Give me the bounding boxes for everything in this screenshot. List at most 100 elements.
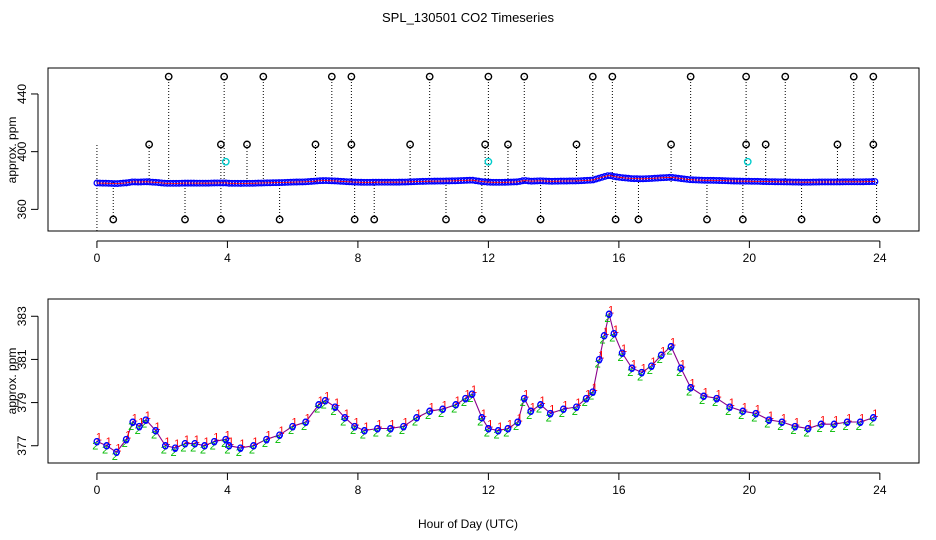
series-2-label: 2 [790,425,796,437]
bottom-y-tick-label: 379 [15,392,29,412]
series-3-label: 3 [462,393,468,405]
series-1-label: 1 [106,436,112,448]
series-2-label: 2 [360,430,366,442]
spike-point [869,140,878,149]
series-1-label: 1 [155,421,161,433]
series-1-label: 1 [585,389,591,401]
series-point [181,440,189,448]
series-point [315,401,323,409]
spike-point [164,72,173,81]
qc-point [221,157,230,166]
series-3-label: 3 [223,434,229,446]
series-3-label: 3 [226,441,232,453]
series-1-label: 1 [621,343,627,355]
top-x-tick-label: 20 [743,251,757,265]
series-1-label: 1 [670,337,676,349]
series-3-label: 3 [211,436,217,448]
series-2-label: 2 [112,451,118,463]
series-3-label: 3 [143,415,149,427]
series-2-label: 2 [536,404,542,416]
series-3-label: 3 [440,404,446,416]
series-1-label: 1 [334,397,340,409]
spike-point [797,215,806,224]
series-3-label: 3 [505,423,511,435]
series-1-label: 1 [487,419,493,431]
series-3-label: 3 [172,443,178,455]
spike-point [520,72,529,81]
series-1-label: 1 [265,430,271,442]
series-2-label: 2 [513,421,519,433]
series-point [201,442,209,450]
series-1-label: 1 [755,404,761,416]
spike-point [742,72,751,81]
series-3-label: 3 [766,415,772,427]
series-point [559,405,567,413]
series-point [830,420,838,428]
series-3-label: 3 [611,329,617,341]
series-line [96,313,874,453]
series-point [191,440,199,448]
series-point [478,414,486,422]
spike-point [686,72,695,81]
series-2-label: 2 [386,427,392,439]
series-3-label: 3 [104,441,110,453]
series-1-label: 1 [598,350,604,362]
bottom-y-tick-label: 383 [15,306,29,326]
series-2-label: 2 [128,421,134,433]
spike-point [833,140,842,149]
series-point [843,418,851,426]
series-3-label: 3 [701,391,707,403]
series-3-label: 3 [479,413,485,425]
series-1-label: 1 [344,408,350,420]
spike-point [742,140,751,149]
series-point [778,418,786,426]
series-2-label: 2 [609,332,615,344]
series-2-label: 2 [546,412,552,424]
series-3-label: 3 [182,439,188,451]
spike-point [761,140,770,149]
series-point [610,330,618,337]
spike-point [406,140,415,149]
series-3-label: 3 [639,367,645,379]
series-point [657,351,665,359]
series-point [804,425,812,432]
series-point [713,394,721,402]
series-2-label: 2 [869,417,875,429]
series-1-label: 1 [859,412,865,424]
series-2-label: 2 [595,358,601,370]
series-3-label: 3 [136,421,142,433]
series-point [638,368,646,376]
series-2-label: 2 [627,367,633,379]
series-2-label: 2 [190,442,196,454]
series-1-label: 1 [402,417,408,429]
bottom-x-tick-label: 12 [482,483,496,497]
series-3-label: 3 [322,395,328,407]
top-data-marks [93,72,881,231]
spike-point [259,72,268,81]
series-2-label: 2 [764,419,770,431]
series-1-label: 1 [781,412,787,424]
spike-point [243,140,251,149]
series-point [726,403,734,411]
bottom-x-tick-label: 24 [873,483,887,497]
spike-point [350,215,359,224]
series-3-label: 3 [668,341,674,353]
series-point [152,427,160,435]
series-2-label: 2 [503,427,509,439]
bottom-ylabel: approx. ppm [5,348,19,415]
spike-point [442,215,450,224]
series-1-label: 1 [376,419,382,431]
series-1-label: 1 [846,412,852,424]
series-3-label: 3 [290,421,296,433]
series-point [276,431,284,439]
series-3-label: 3 [202,441,208,453]
series-2-label: 2 [102,445,108,457]
series-2-label: 2 [451,404,457,416]
series-point [520,394,528,402]
series-3-label: 3 [831,419,837,431]
spike-point [608,72,617,81]
series-point [263,435,271,443]
top-plot-frame [47,67,920,232]
series-3-label: 3 [779,417,785,429]
series-point [582,394,590,402]
